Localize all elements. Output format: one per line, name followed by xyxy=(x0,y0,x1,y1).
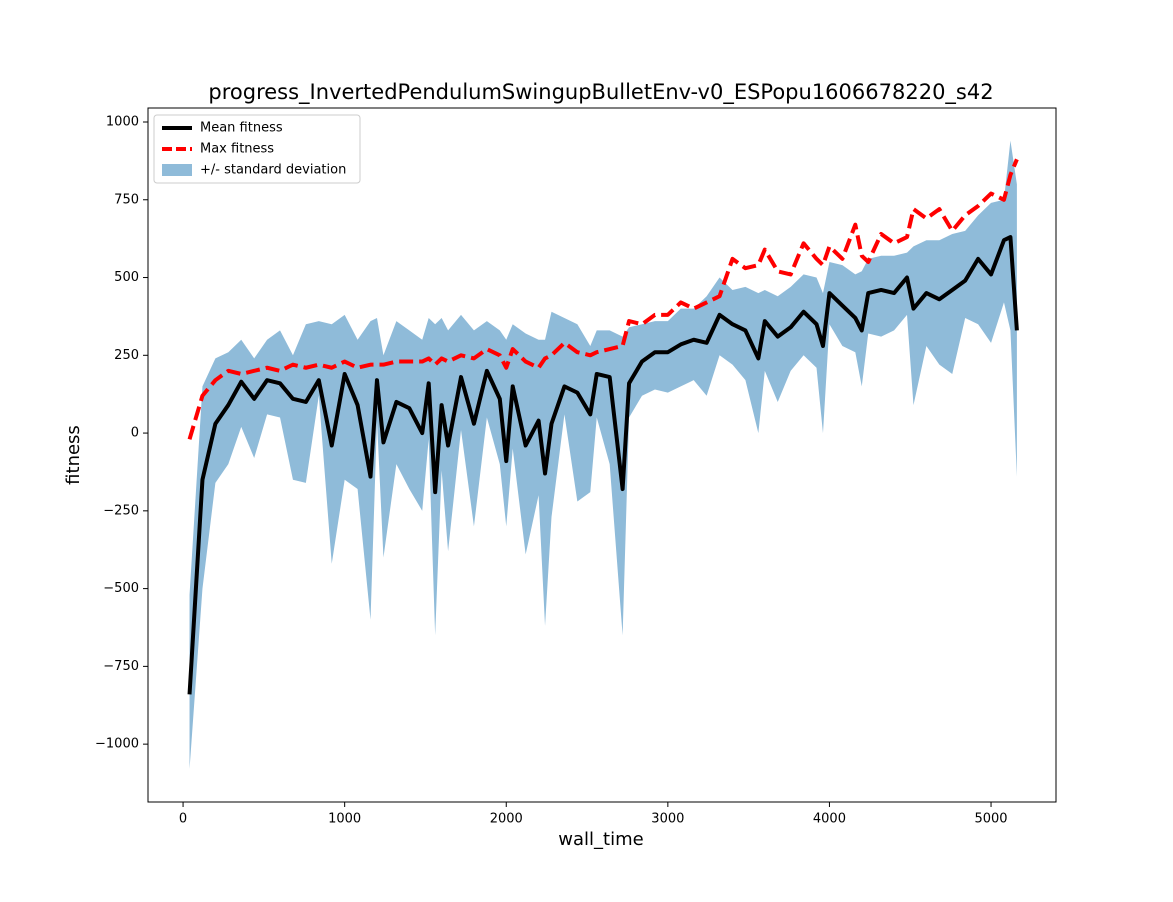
x-tick-label: 0 xyxy=(179,812,187,827)
plot-frame xyxy=(147,107,1057,803)
chart-title: progress_InvertedPendulumSwingupBulletEn… xyxy=(208,80,993,105)
x-axis-label: wall_time xyxy=(558,829,643,850)
y-tick-label: 250 xyxy=(114,348,139,363)
legend: Mean fitness Max fitness +/- standard devi… xyxy=(153,114,361,184)
x-tick-label: 5000 xyxy=(974,812,1007,827)
y-tick-label: 750 xyxy=(114,192,139,207)
series-line xyxy=(187,158,1019,440)
x-tick-label: 1000 xyxy=(328,812,361,827)
x-tick-label: 4000 xyxy=(813,812,846,827)
y-tick-label: −250 xyxy=(103,503,139,518)
legend-box xyxy=(153,114,361,184)
std-band xyxy=(189,140,1017,770)
legend-label: +/- standard deviation xyxy=(200,163,346,178)
y-tick-label: 0 xyxy=(131,426,139,441)
y-tick-label: 500 xyxy=(114,270,139,285)
legend-label: Max fitness xyxy=(200,142,274,157)
y-tick-label: 1000 xyxy=(106,114,139,129)
legend-swatch xyxy=(162,164,192,176)
y-tick-label: −500 xyxy=(103,581,139,596)
legend-label: Mean fitness xyxy=(200,121,283,136)
y-tick-label: −1000 xyxy=(95,737,139,752)
series-line xyxy=(187,235,1019,695)
y-axis-label: fitness xyxy=(63,425,84,485)
x-tick-label: 3000 xyxy=(651,812,684,827)
x-tick-label: 2000 xyxy=(490,812,523,827)
y-tick-label: −750 xyxy=(103,659,139,674)
